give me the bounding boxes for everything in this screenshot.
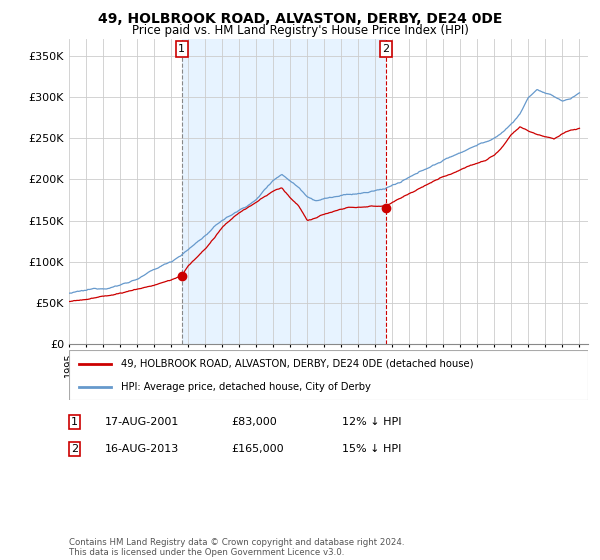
Text: 49, HOLBROOK ROAD, ALVASTON, DERBY, DE24 0DE (detached house): 49, HOLBROOK ROAD, ALVASTON, DERBY, DE24…: [121, 358, 473, 368]
Text: 12% ↓ HPI: 12% ↓ HPI: [342, 417, 401, 427]
Text: Contains HM Land Registry data © Crown copyright and database right 2024.
This d: Contains HM Land Registry data © Crown c…: [69, 538, 404, 557]
Text: 2: 2: [71, 444, 78, 454]
Text: 2: 2: [382, 44, 389, 54]
Text: £83,000: £83,000: [231, 417, 277, 427]
Text: £165,000: £165,000: [231, 444, 284, 454]
Text: 17-AUG-2001: 17-AUG-2001: [105, 417, 179, 427]
Text: 1: 1: [178, 44, 185, 54]
Bar: [182, 39, 386, 344]
Text: 15% ↓ HPI: 15% ↓ HPI: [342, 444, 401, 454]
Text: Price paid vs. HM Land Registry's House Price Index (HPI): Price paid vs. HM Land Registry's House …: [131, 24, 469, 37]
Text: 49, HOLBROOK ROAD, ALVASTON, DERBY, DE24 0DE: 49, HOLBROOK ROAD, ALVASTON, DERBY, DE24…: [98, 12, 502, 26]
Text: HPI: Average price, detached house, City of Derby: HPI: Average price, detached house, City…: [121, 382, 371, 392]
FancyBboxPatch shape: [69, 350, 588, 400]
Text: 1: 1: [71, 417, 78, 427]
Text: 16-AUG-2013: 16-AUG-2013: [105, 444, 179, 454]
